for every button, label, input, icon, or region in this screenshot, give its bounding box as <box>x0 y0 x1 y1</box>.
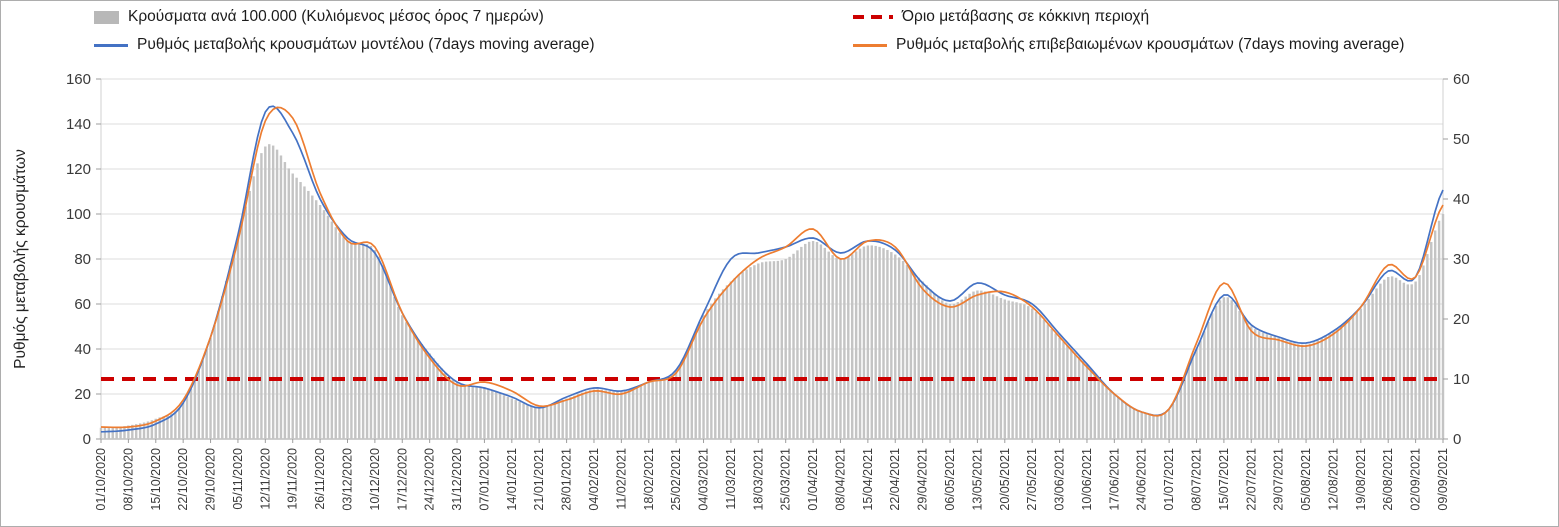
svg-text:24/12/2020: 24/12/2020 <box>423 448 437 511</box>
svg-text:22/04/2021: 22/04/2021 <box>888 448 902 511</box>
svg-text:01/07/2021: 01/07/2021 <box>1162 448 1176 511</box>
svg-text:140: 140 <box>66 116 91 133</box>
legend-item-model-rate: Ρυθμός μεταβολής κρουσμάτων μοντέλου (7d… <box>94 36 595 54</box>
svg-text:30: 30 <box>1453 251 1470 268</box>
svg-text:29/10/2020: 29/10/2020 <box>204 448 218 511</box>
confirmed-line <box>100 106 1444 429</box>
svg-text:10/12/2020: 10/12/2020 <box>368 448 382 511</box>
svg-text:12/08/2021: 12/08/2021 <box>1326 448 1340 511</box>
svg-text:28/01/2021: 28/01/2021 <box>560 448 574 511</box>
legend-label-red-threshold: Όριο μετάβασης σε κόκκινη περιοχή <box>902 8 1150 25</box>
svg-text:20: 20 <box>74 386 91 403</box>
svg-text:17/12/2020: 17/12/2020 <box>395 448 409 511</box>
legend-item-confirmed-rate: Ρυθμός μεταβολής επιβεβαιωμένων κρουσμάτ… <box>853 36 1404 54</box>
svg-text:19/11/2020: 19/11/2020 <box>286 448 300 510</box>
svg-text:29/04/2021: 29/04/2021 <box>916 448 930 511</box>
svg-text:09/09/2021: 09/09/2021 <box>1436 448 1450 511</box>
svg-text:80: 80 <box>74 251 91 268</box>
svg-text:06/05/2021: 06/05/2021 <box>943 448 957 511</box>
svg-text:05/11/2020: 05/11/2020 <box>231 448 245 510</box>
model-line <box>100 105 1444 433</box>
svg-text:24/06/2021: 24/06/2021 <box>1135 448 1149 511</box>
svg-text:31/12/2020: 31/12/2020 <box>450 448 464 511</box>
legend-label-model-rate: Ρυθμός μεταβολής κρουσμάτων μοντέλου (7d… <box>137 36 595 53</box>
legend-item-red-threshold: Όριο μετάβασης σε κόκκινη περιοχή <box>853 8 1149 26</box>
svg-text:0: 0 <box>83 431 91 448</box>
svg-text:13/05/2021: 13/05/2021 <box>970 448 984 511</box>
svg-text:08/07/2021: 08/07/2021 <box>1190 448 1204 511</box>
gridlines <box>100 78 1444 440</box>
legend-label-cases-bars: Κρούσματα ανά 100.000 (Κυλιόμενος μέσος … <box>128 8 544 25</box>
svg-text:20/05/2021: 20/05/2021 <box>998 448 1012 511</box>
svg-text:22/10/2020: 22/10/2020 <box>176 448 190 511</box>
svg-text:40: 40 <box>1453 191 1470 208</box>
svg-text:26/11/2020: 26/11/2020 <box>313 448 327 510</box>
svg-text:25/03/2021: 25/03/2021 <box>779 448 793 511</box>
svg-text:18/02/2021: 18/02/2021 <box>642 448 656 511</box>
legend-item-cases-bars: Κρούσματα ανά 100.000 (Κυλιόμενος μέσος … <box>94 8 544 26</box>
svg-text:60: 60 <box>1453 71 1470 88</box>
y-axis-left-labels: 0 20 40 60 80 100 120 140 160 <box>66 71 101 448</box>
svg-text:08/04/2021: 08/04/2021 <box>833 448 847 511</box>
svg-text:40: 40 <box>74 341 91 358</box>
svg-text:04/03/2021: 04/03/2021 <box>697 448 711 511</box>
svg-text:08/10/2020: 08/10/2020 <box>121 448 135 511</box>
svg-text:11/03/2021: 11/03/2021 <box>724 448 738 510</box>
svg-text:100: 100 <box>66 206 91 223</box>
y-axis-right-labels: 0 10 20 30 40 50 60 <box>1443 71 1470 448</box>
svg-text:29/07/2021: 29/07/2021 <box>1272 448 1286 511</box>
x-axis-labels: 01/10/2020 08/10/2020 15/10/2020 22/10/2020… <box>94 439 1450 511</box>
svg-text:15/04/2021: 15/04/2021 <box>861 448 875 511</box>
svg-text:01/04/2021: 01/04/2021 <box>806 448 820 511</box>
svg-text:05/08/2021: 05/08/2021 <box>1299 448 1313 511</box>
svg-text:01/10/2020: 01/10/2020 <box>94 448 108 511</box>
svg-text:14/01/2021: 14/01/2021 <box>505 448 519 511</box>
svg-text:26/08/2021: 26/08/2021 <box>1381 448 1395 511</box>
bars-series <box>99 144 1445 440</box>
svg-text:50: 50 <box>1453 131 1470 148</box>
svg-text:20: 20 <box>1453 311 1470 328</box>
svg-text:12/11/2020: 12/11/2020 <box>258 448 272 510</box>
svg-text:02/09/2021: 02/09/2021 <box>1409 448 1423 511</box>
svg-text:11/02/2021: 11/02/2021 <box>614 448 628 510</box>
svg-text:03/12/2020: 03/12/2020 <box>340 448 354 511</box>
svg-text:03/06/2021: 03/06/2021 <box>1053 448 1067 511</box>
svg-text:120: 120 <box>66 161 91 178</box>
svg-text:15/10/2020: 15/10/2020 <box>149 448 163 511</box>
model-line-legend-marker <box>94 43 128 47</box>
svg-text:07/01/2021: 07/01/2021 <box>477 448 491 511</box>
svg-text:04/02/2021: 04/02/2021 <box>587 448 601 511</box>
svg-text:27/05/2021: 27/05/2021 <box>1025 448 1039 511</box>
confirmed-line-legend-marker <box>853 43 887 47</box>
svg-text:19/08/2021: 19/08/2021 <box>1354 448 1368 511</box>
legend-label-confirmed-rate: Ρυθμός μεταβολής επιβεβαιωμένων κρουσμάτ… <box>896 36 1405 53</box>
y-axis-title: Ρυθμός μεταβολής κρουσμάτων <box>12 149 29 369</box>
svg-text:10/06/2021: 10/06/2021 <box>1080 448 1094 511</box>
svg-text:160: 160 <box>66 71 91 88</box>
svg-text:60: 60 <box>74 296 91 313</box>
svg-text:22/07/2021: 22/07/2021 <box>1244 448 1258 511</box>
svg-text:0: 0 <box>1453 431 1461 448</box>
svg-text:10: 10 <box>1453 371 1470 388</box>
svg-text:15/07/2021: 15/07/2021 <box>1217 448 1231 511</box>
svg-text:21/01/2021: 21/01/2021 <box>532 448 546 511</box>
svg-text:17/06/2021: 17/06/2021 <box>1107 448 1121 511</box>
svg-text:18/03/2021: 18/03/2021 <box>751 448 765 511</box>
threshold-legend-marker <box>853 15 893 19</box>
bars-legend-marker <box>94 10 119 24</box>
svg-text:25/02/2021: 25/02/2021 <box>669 448 683 511</box>
